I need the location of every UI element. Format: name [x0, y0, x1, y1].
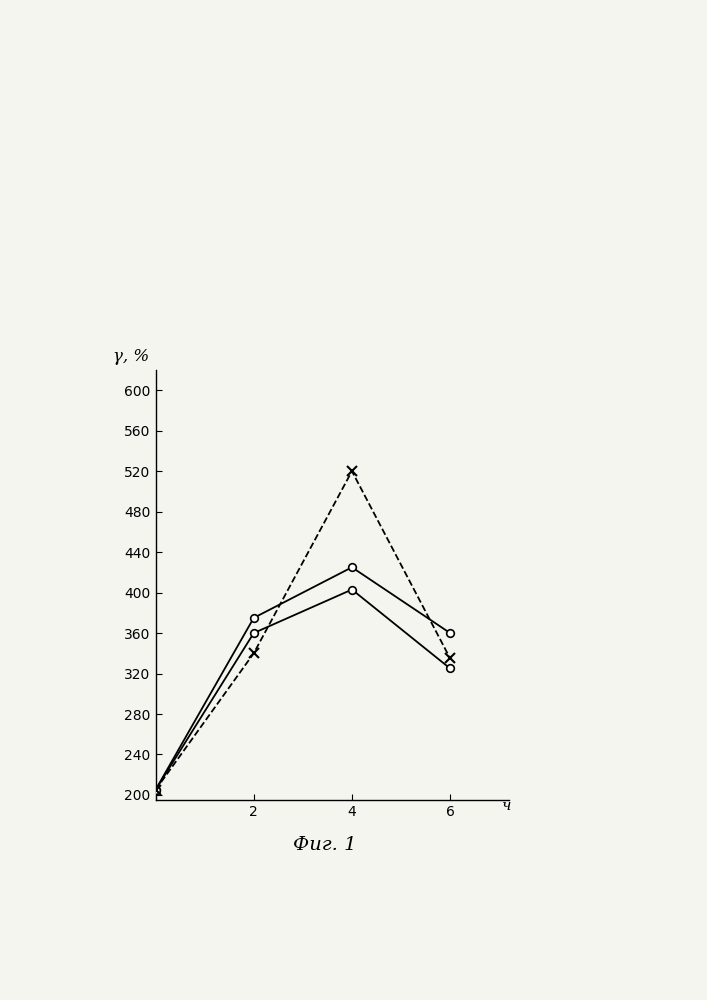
Text: Фиг. 1: Фиг. 1 [293, 836, 357, 854]
Text: ч: ч [502, 799, 511, 813]
Text: γ, %: γ, % [113, 348, 149, 365]
